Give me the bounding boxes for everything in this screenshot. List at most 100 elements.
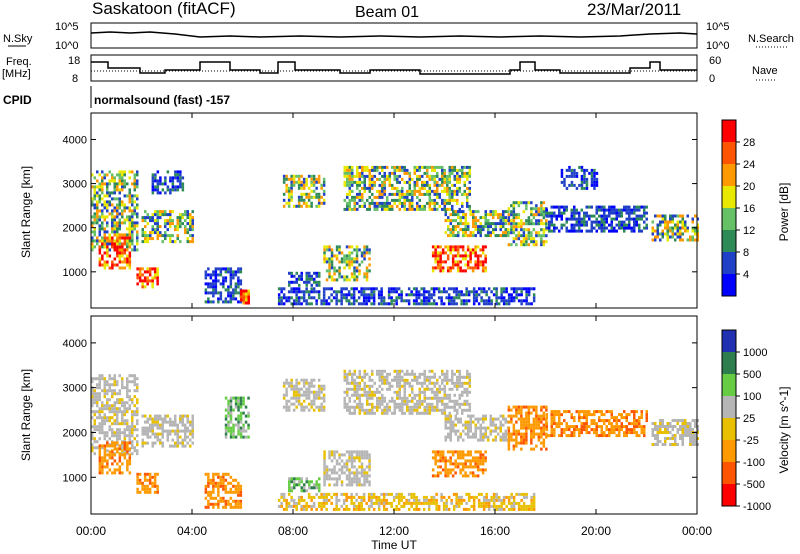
echo-cell [317,180,321,184]
echo-cell [600,226,603,230]
echo-cell [578,434,581,438]
echo-cell [512,228,516,232]
echo-cell [451,254,455,258]
echo-cell [365,299,368,303]
echo-cell [447,216,450,220]
echo-cell [451,474,455,478]
echo-cell [585,214,588,218]
echo-cell [446,375,449,379]
echo-cell [317,384,321,388]
echo-cell [398,375,401,379]
echo-cell [106,431,109,435]
echo-cell [121,179,124,183]
echo-cell [456,180,459,184]
echo-cell [638,214,641,218]
echo-cell [598,434,601,438]
echo-cell [113,453,117,457]
echo-cell [400,290,403,294]
echo-cell [366,207,369,211]
echo-cell [461,462,465,466]
echo-cell [312,290,316,294]
echo-cell [396,174,399,178]
echo-cell [396,402,399,406]
echo-cell [305,283,308,287]
echo-cell [330,263,334,267]
echo-cell [443,180,446,184]
echo-cell [288,477,291,481]
echo-cell [449,251,452,255]
echo-cell [504,210,507,214]
echo-cell [356,384,359,388]
echo-cell [530,441,533,445]
echo-cell [542,228,546,232]
echo-cell [466,369,469,373]
echo-cell [600,223,603,227]
echo-cell [410,293,413,297]
echo-cell [128,389,131,393]
echo-cell [356,396,359,400]
echo-cell [149,219,152,223]
echo-cell [288,280,291,284]
echo-cell [381,378,384,382]
echo-cell [237,276,240,280]
echo-cell [474,210,477,214]
echo-cell [654,238,657,242]
echo-cell [502,299,506,303]
echo-cell [318,486,321,490]
echo-cell [603,223,606,227]
echo-cell [482,290,486,294]
echo-cell [136,248,139,252]
echo-cell [126,383,129,387]
echo-cell [348,396,351,400]
echo-cell [149,231,152,235]
echo-cell [325,269,329,273]
echo-cell [111,416,114,420]
echo-cell [504,435,507,439]
echo-cell [360,465,364,469]
echo-cell [492,210,495,214]
echo-cell [282,192,286,196]
echo-cell [118,431,121,435]
echo-cell [121,185,124,189]
echo-cell [186,240,189,244]
echo-cell [285,393,288,397]
echo-cell [232,297,235,301]
echo-cell [413,378,416,382]
echo-cell [456,189,459,193]
echo-cell [466,375,469,379]
echo-cell [462,234,465,238]
echo-cell [146,435,149,439]
echo-cell [585,183,589,187]
echo-cell [456,251,460,255]
echo-cell [456,263,460,267]
echo-cell [530,207,533,211]
echo-cell [116,401,119,405]
echo-cell [229,291,233,295]
echo-cell [454,263,457,267]
echo-cell [305,378,308,382]
echo-cell [452,302,456,306]
echo-cell [578,183,581,187]
echo-cell [103,377,106,381]
echo-cell [388,174,391,178]
echo-cell [118,444,122,448]
echo-cell [684,226,687,230]
echo-cell [378,384,381,388]
echo-cell [282,393,286,397]
echo-cell [313,280,316,284]
echo-cell [153,481,157,485]
echo-cell [348,201,351,205]
echo-cell [93,230,96,234]
echo-cell [310,381,313,385]
echo-cell [302,192,306,196]
echo-cell [555,410,558,414]
echo-cell [285,186,288,190]
echo-cell [126,215,129,219]
echo-cell [371,201,374,205]
echo-cell [461,204,464,208]
echo-cell [189,240,192,244]
echo-cell [408,411,411,415]
echo-cell [128,257,132,261]
echo-cell [507,444,511,448]
echo-cell [583,425,586,429]
